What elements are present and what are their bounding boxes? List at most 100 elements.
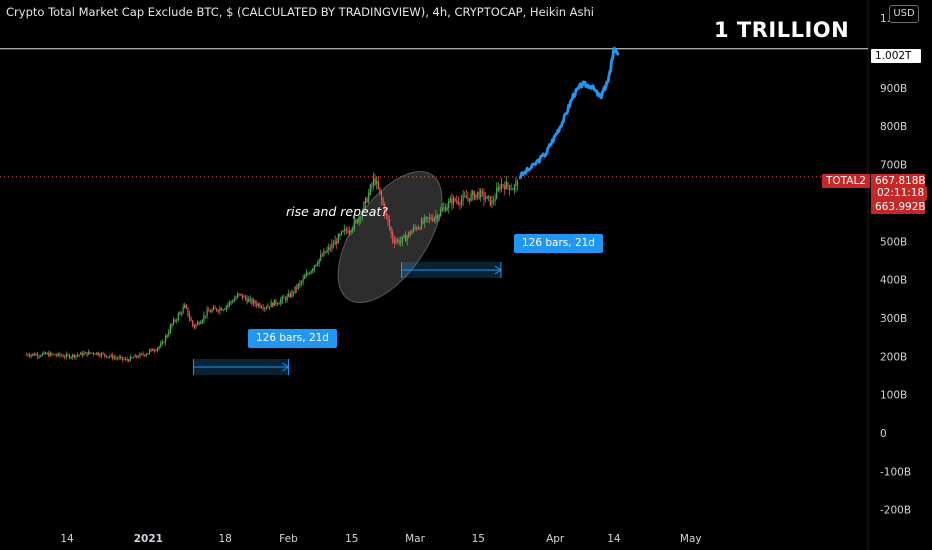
- candle-body: [488, 196, 490, 198]
- candle-body: [451, 198, 453, 205]
- candle-body: [228, 301, 231, 305]
- candle-body: [459, 203, 461, 205]
- candle-body: [385, 212, 387, 216]
- candle-body: [270, 301, 272, 308]
- candle-body: [97, 352, 99, 356]
- date-range-label-1[interactable]: 126 bars, 21d: [248, 329, 337, 348]
- candle-body: [30, 354, 32, 357]
- candle-body: [425, 216, 427, 219]
- candle-body: [360, 217, 362, 219]
- candle-body: [241, 294, 243, 299]
- candle-body: [254, 300, 256, 304]
- candle-body: [164, 335, 167, 343]
- candle-body: [348, 231, 351, 233]
- candle-body: [486, 196, 488, 199]
- candle-body: [208, 310, 210, 312]
- candle-body: [273, 299, 275, 306]
- horizontal-line-price-tag: 1.002T: [871, 49, 921, 63]
- candle-body: [187, 307, 189, 316]
- candle-body: [292, 292, 295, 294]
- candle-body: [371, 184, 373, 187]
- candle-body: [460, 199, 463, 205]
- headline-annotation[interactable]: 1 TRILLION: [714, 18, 850, 42]
- candle-body: [448, 201, 450, 209]
- candle-body: [160, 343, 162, 347]
- candle-body: [432, 219, 434, 221]
- candle-body: [505, 180, 507, 190]
- candle-body: [78, 354, 80, 356]
- candle-body: [264, 307, 266, 309]
- candle-body: [364, 197, 367, 205]
- candle-body: [480, 190, 482, 198]
- candle-body: [92, 352, 95, 354]
- candle-body: [40, 355, 42, 357]
- candle-body: [140, 353, 143, 355]
- candle-body: [32, 353, 34, 356]
- candle-body: [83, 353, 85, 356]
- candle-body: [49, 352, 51, 356]
- candle-body: [84, 352, 87, 354]
- candle-body: [462, 194, 464, 201]
- candle-body: [512, 189, 514, 191]
- y-tick-label: 900B: [880, 83, 907, 95]
- candle-body: [417, 227, 419, 229]
- candle-body: [449, 198, 451, 203]
- candle-body: [267, 306, 269, 308]
- candle-body: [361, 210, 363, 218]
- date-range-arrowhead: [282, 362, 290, 372]
- candle-body: [136, 355, 138, 358]
- candle-body: [430, 217, 432, 220]
- candle-body: [249, 298, 251, 300]
- candle-body: [412, 226, 415, 232]
- candle-body: [312, 268, 314, 272]
- candle-body: [102, 353, 104, 355]
- candle-body: [51, 353, 53, 355]
- candle-body: [363, 202, 365, 213]
- candle-body: [179, 312, 181, 315]
- candle-body: [110, 354, 112, 357]
- candle-body: [144, 354, 146, 356]
- candle-body: [500, 183, 503, 190]
- comment-annotation[interactable]: rise and repeat?: [286, 204, 388, 219]
- candle-body: [379, 187, 381, 194]
- candle-body: [196, 322, 199, 326]
- candle-body: [347, 230, 349, 233]
- candle-body: [368, 192, 370, 202]
- candle-body: [403, 234, 405, 238]
- candle-body: [57, 353, 59, 356]
- candle-body: [376, 180, 378, 184]
- candle-body: [483, 191, 485, 200]
- candle-body: [318, 258, 320, 264]
- candle-body: [308, 273, 311, 275]
- candle-body: [507, 182, 509, 187]
- candle-body: [43, 352, 45, 355]
- candle-body: [67, 354, 69, 356]
- candle-body: [115, 357, 117, 359]
- y-tick-label: 300B: [880, 313, 907, 325]
- candle-body: [476, 191, 479, 195]
- candle-body: [435, 215, 437, 219]
- candle-body: [128, 359, 130, 362]
- candle-body: [289, 294, 291, 297]
- candle-body: [163, 342, 165, 344]
- currency-selector[interactable]: USD: [889, 5, 919, 23]
- candle-body: [96, 352, 98, 355]
- candle-body: [452, 197, 455, 204]
- candle-body: [456, 200, 458, 202]
- candle-body: [126, 359, 128, 361]
- date-range-label-2[interactable]: 126 bars, 21d: [514, 234, 603, 253]
- candle-body: [232, 301, 234, 303]
- candle-body: [467, 197, 469, 199]
- candle-body: [211, 309, 213, 313]
- candle-body: [132, 357, 135, 359]
- candle-body: [153, 350, 155, 352]
- candle-body: [281, 296, 283, 301]
- candle-body: [374, 178, 376, 185]
- candle-body: [345, 229, 347, 231]
- candle-body: [304, 276, 306, 279]
- candle-body: [177, 313, 179, 320]
- candle-body: [192, 320, 194, 326]
- symbol-tag: TOTAL2: [822, 174, 870, 188]
